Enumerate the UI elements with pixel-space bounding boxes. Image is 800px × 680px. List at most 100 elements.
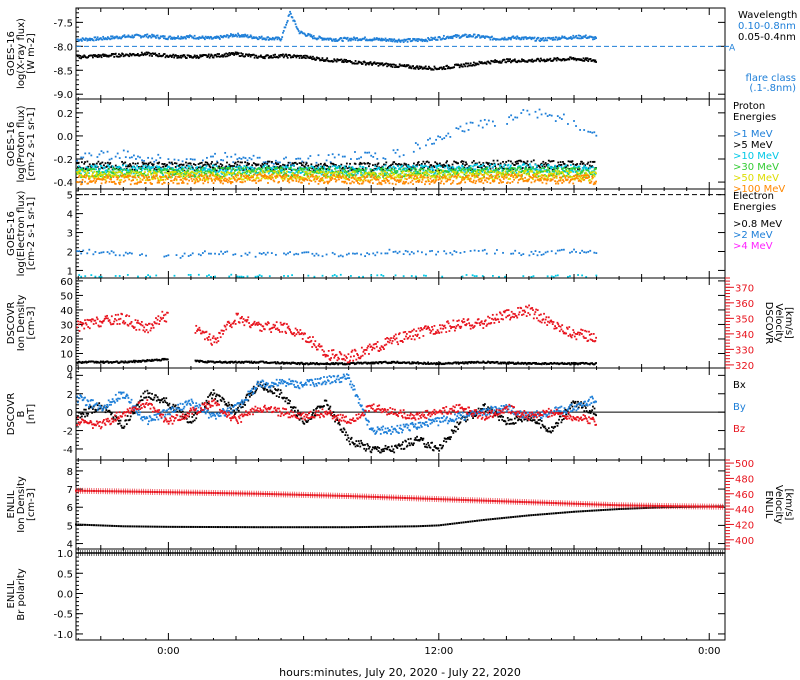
data-point [110, 178, 112, 181]
data-point [442, 170, 445, 173]
data-point [353, 37, 356, 40]
data-point [525, 169, 527, 172]
data-point [442, 37, 444, 40]
data-point [409, 167, 412, 170]
data-point [584, 171, 587, 174]
data-point [372, 176, 375, 179]
data-point [222, 169, 224, 172]
data-point [470, 180, 473, 183]
data-point [544, 178, 547, 181]
data-point [319, 169, 322, 172]
data-point [124, 173, 127, 176]
data-point [228, 177, 231, 179]
data-point [466, 36, 469, 38]
data-point [228, 52, 231, 54]
data-point [551, 173, 553, 175]
data-point [562, 167, 565, 169]
data-point [95, 173, 97, 176]
data-point [144, 53, 147, 56]
data-point [129, 169, 132, 172]
data-point [122, 162, 125, 165]
data-point [554, 180, 556, 183]
data-point [207, 178, 209, 181]
data-point [101, 178, 104, 181]
data-point [144, 179, 147, 182]
data-point [494, 125, 496, 127]
data-point [442, 166, 444, 169]
data-point [406, 164, 409, 167]
data-point [368, 171, 371, 174]
data-point [483, 37, 486, 39]
data-point [510, 160, 512, 163]
data-point [407, 182, 410, 185]
data-point [139, 167, 142, 170]
data-point [296, 27, 299, 30]
data-point [234, 174, 237, 177]
data-point [314, 180, 317, 183]
data-point [398, 168, 400, 171]
data-point [356, 180, 359, 182]
data-point [330, 172, 332, 175]
data-point [300, 177, 303, 180]
data-point [552, 59, 555, 61]
data-point [257, 167, 260, 170]
data-point [349, 169, 351, 171]
data-point [360, 162, 363, 165]
data-point [240, 176, 243, 179]
data-point [149, 181, 152, 184]
data-point [297, 168, 300, 171]
data-point [533, 36, 536, 39]
data-point [114, 155, 117, 158]
data-point [576, 174, 579, 177]
data-point [458, 169, 461, 172]
data-point [80, 173, 82, 176]
data-point [241, 181, 244, 184]
data-point [375, 165, 378, 168]
data-point [499, 162, 502, 165]
data-point [120, 37, 123, 40]
data-point [359, 179, 362, 182]
data-point [469, 167, 472, 169]
data-point [112, 170, 115, 173]
data-point [252, 179, 255, 182]
data-point [271, 176, 274, 179]
data-point [233, 162, 236, 165]
data-point [267, 167, 269, 170]
data-point [240, 35, 243, 38]
data-point [472, 179, 475, 182]
data-point [312, 175, 315, 178]
data-point [465, 175, 467, 177]
data-point [349, 182, 352, 185]
data-point [542, 174, 545, 177]
data-point [516, 168, 519, 171]
data-point [503, 36, 506, 39]
data-point [421, 166, 424, 168]
data-point [520, 38, 523, 41]
data-point [595, 61, 598, 63]
data-point [337, 153, 340, 156]
data-point [497, 163, 500, 166]
data-point [327, 171, 330, 173]
data-point [208, 175, 211, 177]
data-point [166, 38, 169, 41]
data-point [236, 173, 239, 175]
data-point [438, 68, 441, 70]
data-point [354, 60, 357, 62]
data-point [557, 172, 560, 175]
data-point [119, 181, 122, 184]
data-point [471, 170, 474, 173]
data-point [592, 38, 594, 41]
data-point [278, 172, 281, 174]
data-point [95, 180, 97, 182]
data-point [192, 36, 194, 39]
data-point [567, 123, 569, 125]
data-point [78, 56, 81, 59]
data-point [106, 176, 109, 179]
data-point [129, 163, 131, 165]
data-point [180, 35, 183, 38]
data-point [390, 170, 392, 172]
data-point [278, 180, 280, 183]
data-point [285, 165, 288, 167]
data-point [495, 174, 498, 176]
data-point [483, 176, 486, 179]
